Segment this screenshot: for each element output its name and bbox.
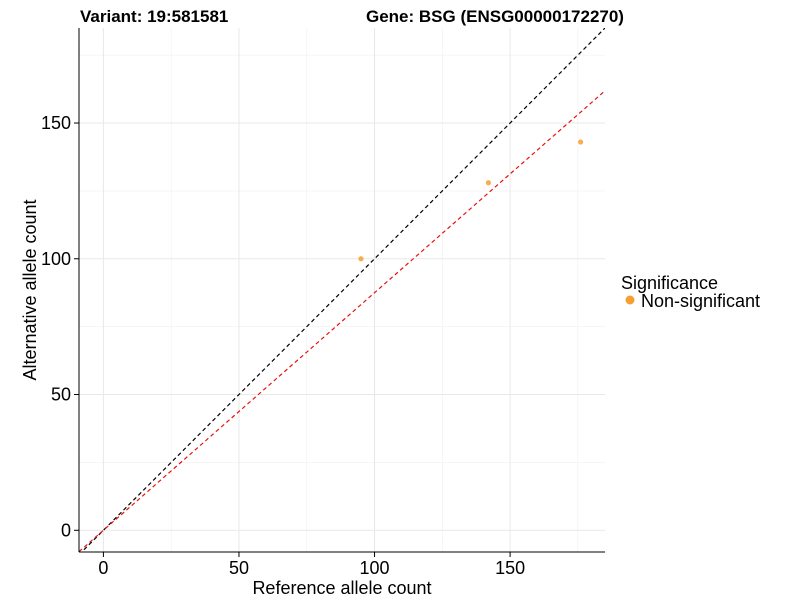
y-tick-label: 150 [41, 113, 71, 133]
grid-layer [79, 28, 605, 552]
legend-title: Significance [621, 273, 718, 293]
axes-layer [78, 28, 605, 553]
y-axis-label: Alternative allele count [20, 199, 40, 380]
legend-swatch-non-significant [625, 295, 635, 305]
reference-line-identity [80, 28, 605, 552]
reference-line-fit [79, 90, 605, 552]
data-point [485, 180, 492, 186]
y-tick-label: 50 [51, 385, 71, 405]
x-tick-label: 0 [98, 558, 108, 578]
chart-title-gene: Gene: BSG (ENSG00000172270) [366, 7, 624, 26]
reference-lines-layer [79, 28, 605, 552]
x-tick-label: 150 [495, 558, 525, 578]
x-axis-label: Reference allele count [252, 578, 431, 598]
legend-item-label-non-significant: Non-significant [641, 291, 760, 311]
data-point [577, 139, 584, 145]
data-point [358, 256, 364, 262]
x-tick-label: 100 [360, 558, 390, 578]
y-tick-label: 0 [61, 520, 71, 540]
legend: Significance Non-significant [621, 273, 760, 311]
points-layer [358, 139, 584, 262]
chart-title-variant: Variant: 19:581581 [80, 7, 228, 26]
ticks-layer: 0 50 100 150 0 50 100 150 [41, 113, 525, 578]
y-tick-label: 100 [41, 249, 71, 269]
x-tick-label: 50 [229, 558, 249, 578]
